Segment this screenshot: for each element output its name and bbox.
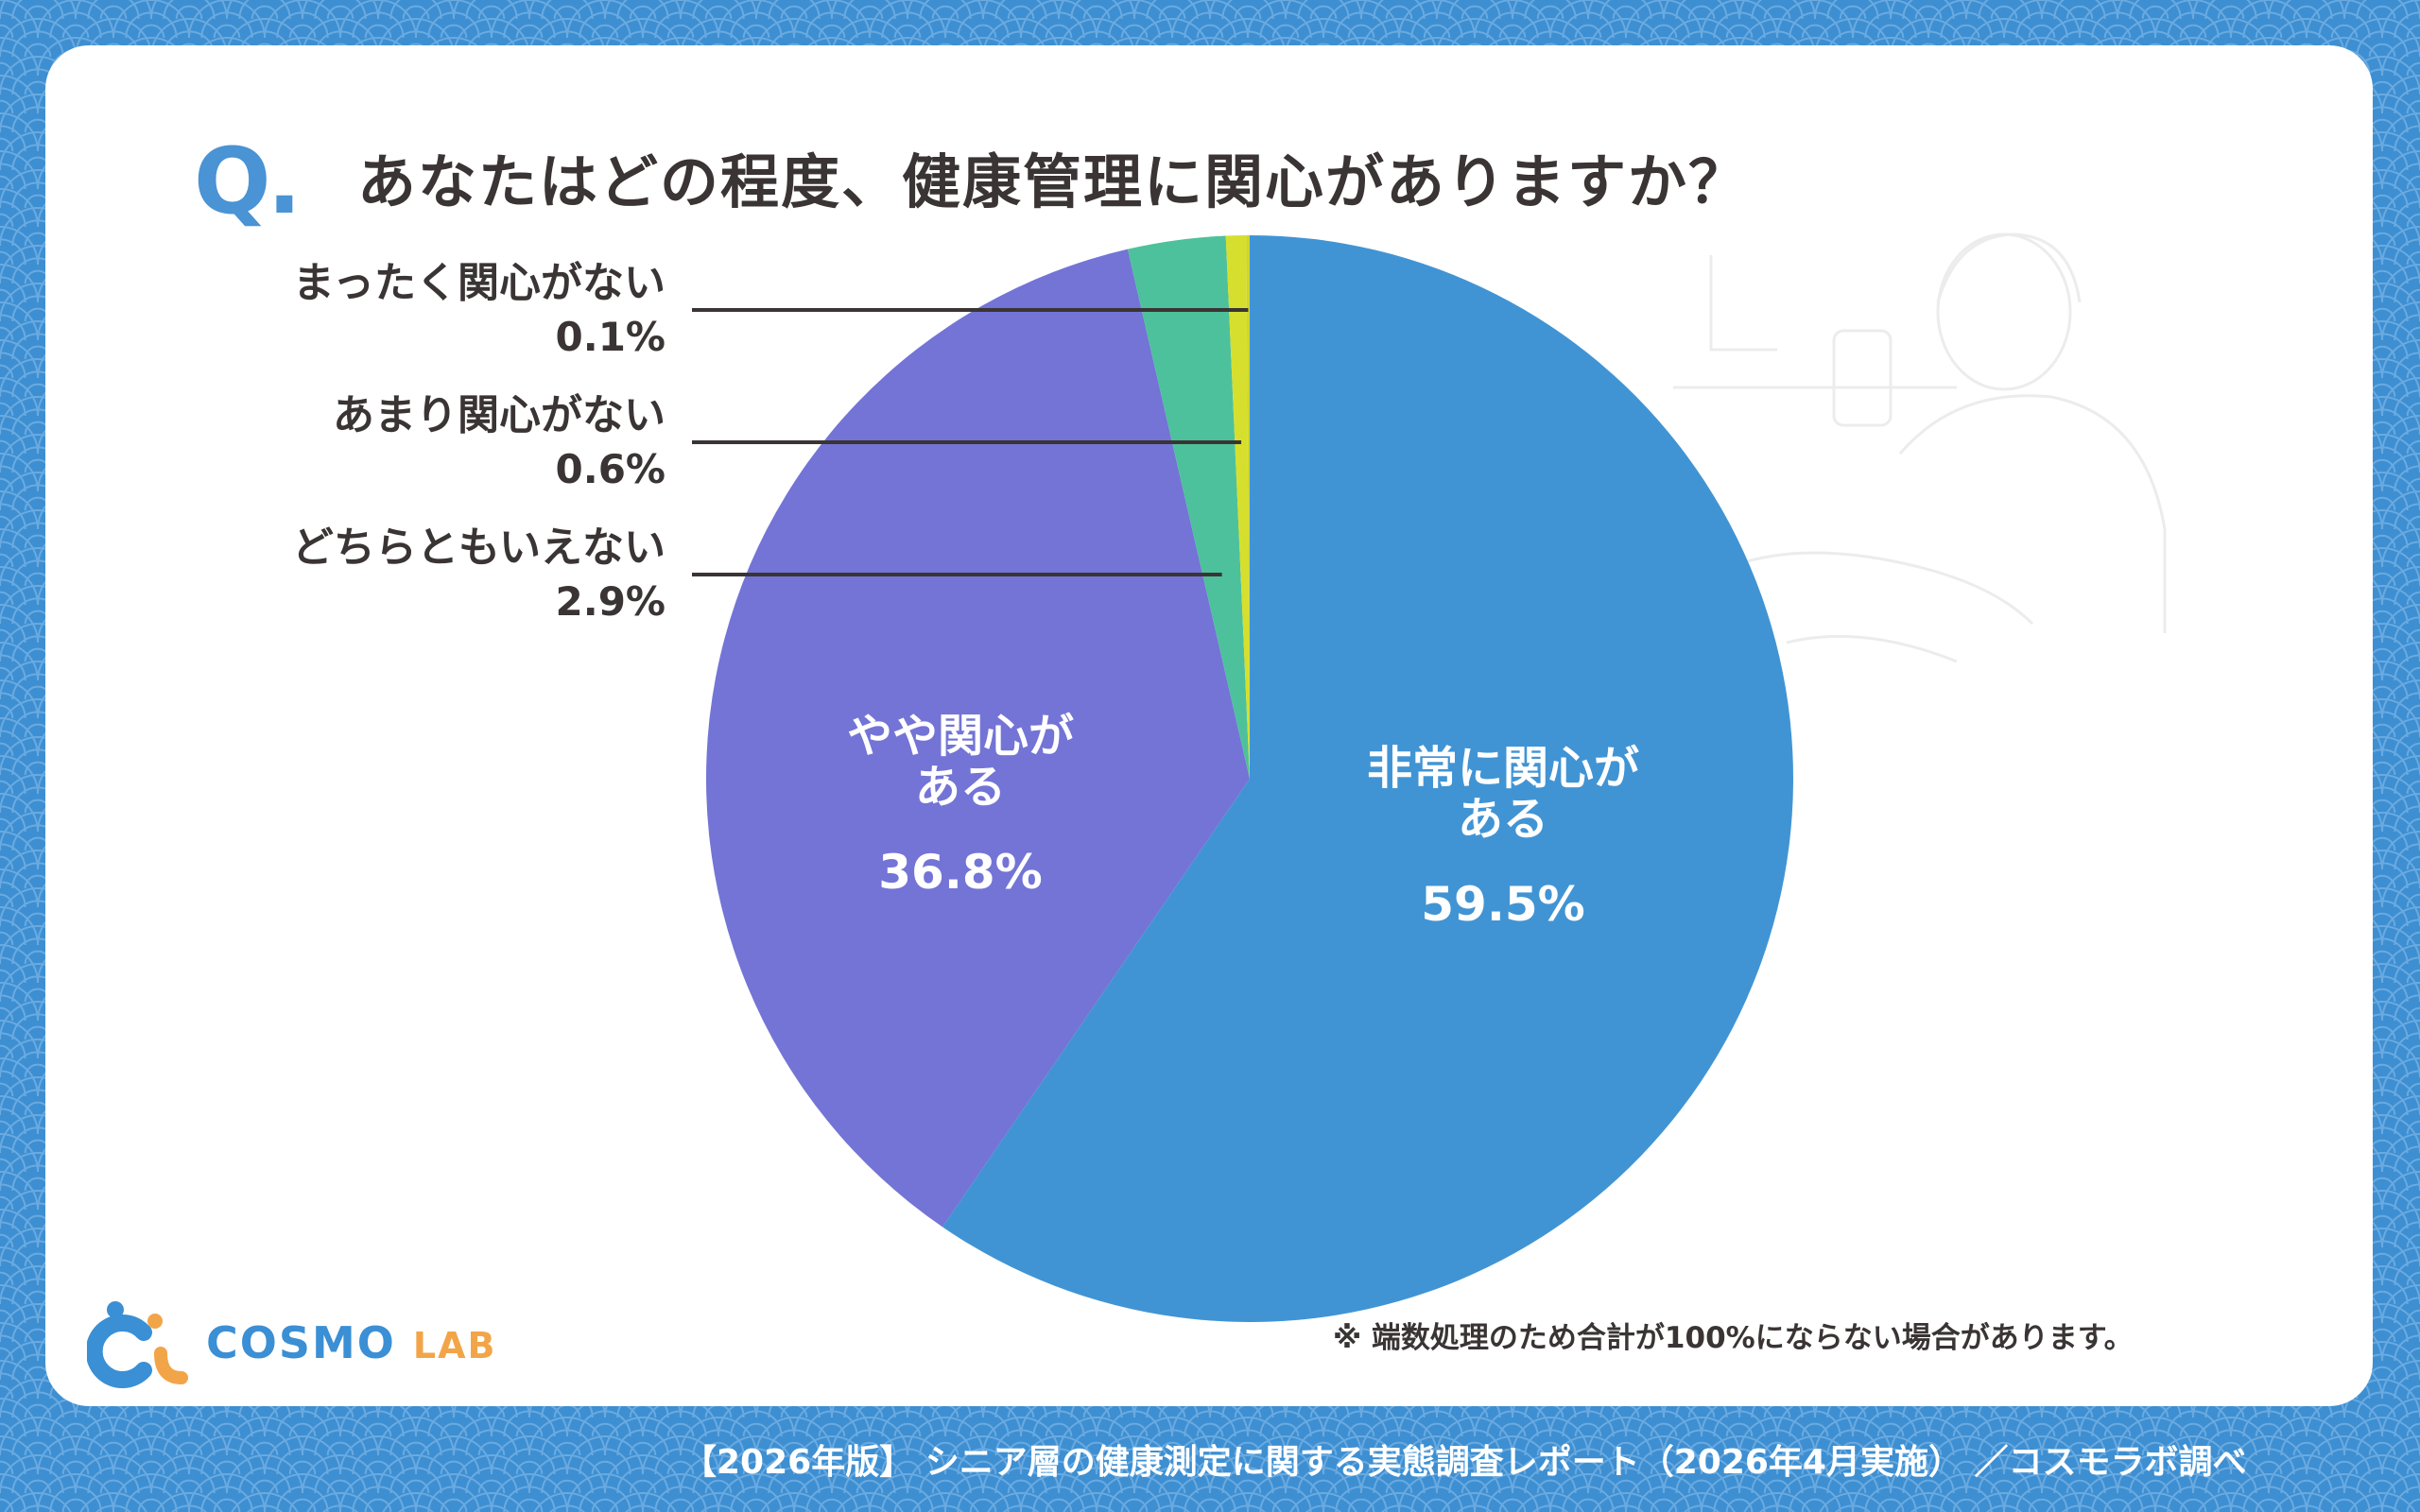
question-mark: Q. (194, 129, 302, 234)
logo-word-lab: LAB (412, 1325, 497, 1366)
slice-label-line: やや関心が (846, 710, 1074, 763)
legend-percent: 0.6% (555, 446, 666, 492)
rounding-note: ※ 端数処理のため合計が100%にならない場合があります。 (1333, 1321, 2134, 1355)
slice-label-somewhat-concerned: やや関心が ある 36.8% (809, 711, 1112, 900)
slice-somewhat-concerned (705, 249, 1250, 1228)
slice-label-very-concerned: 非常に関心が ある 59.5% (1333, 743, 1673, 932)
legend-very-unconcerned: まったく関心がない 0.1% (293, 257, 666, 365)
cosmo-lab-logo-icon (87, 1301, 188, 1388)
legend-label: まったく関心がない (292, 259, 666, 307)
cosmo-lab-logo-text: COSMO LAB (206, 1317, 496, 1368)
slice-label-line: ある (1457, 793, 1548, 846)
legend-percent: 2.9% (555, 578, 666, 625)
logo-word-cosmo: COSMO (206, 1317, 396, 1368)
legend-label: どちらともいえない (291, 524, 666, 572)
senior-illustration (1673, 232, 2167, 663)
slice-label-line: ある (914, 761, 1006, 814)
footer-source: 【2026年版】 シニア層の健康測定に関する実態調査レポート（2026年4月実施… (683, 1443, 2247, 1482)
slice-very-unconcerned (1246, 235, 1250, 779)
legend-label: あまり関心がない (333, 391, 666, 439)
slice-neutral (1127, 235, 1250, 779)
legend-not-concerned: あまり関心がない 0.6% (333, 389, 666, 497)
slice-percent: 36.8% (878, 845, 1043, 900)
slice-not-concerned (1225, 235, 1250, 780)
slice-percent: 59.5% (1421, 877, 1585, 932)
question-title: あなたはどの程度、健康管理に関心がありますか？ (357, 147, 1750, 216)
legend-percent: 0.1% (555, 314, 666, 360)
legend-neutral: どちらともいえない 2.9% (292, 522, 666, 629)
slice-very-concerned (942, 235, 1794, 1323)
slice-label-line: 非常に関心が (1366, 742, 1639, 795)
